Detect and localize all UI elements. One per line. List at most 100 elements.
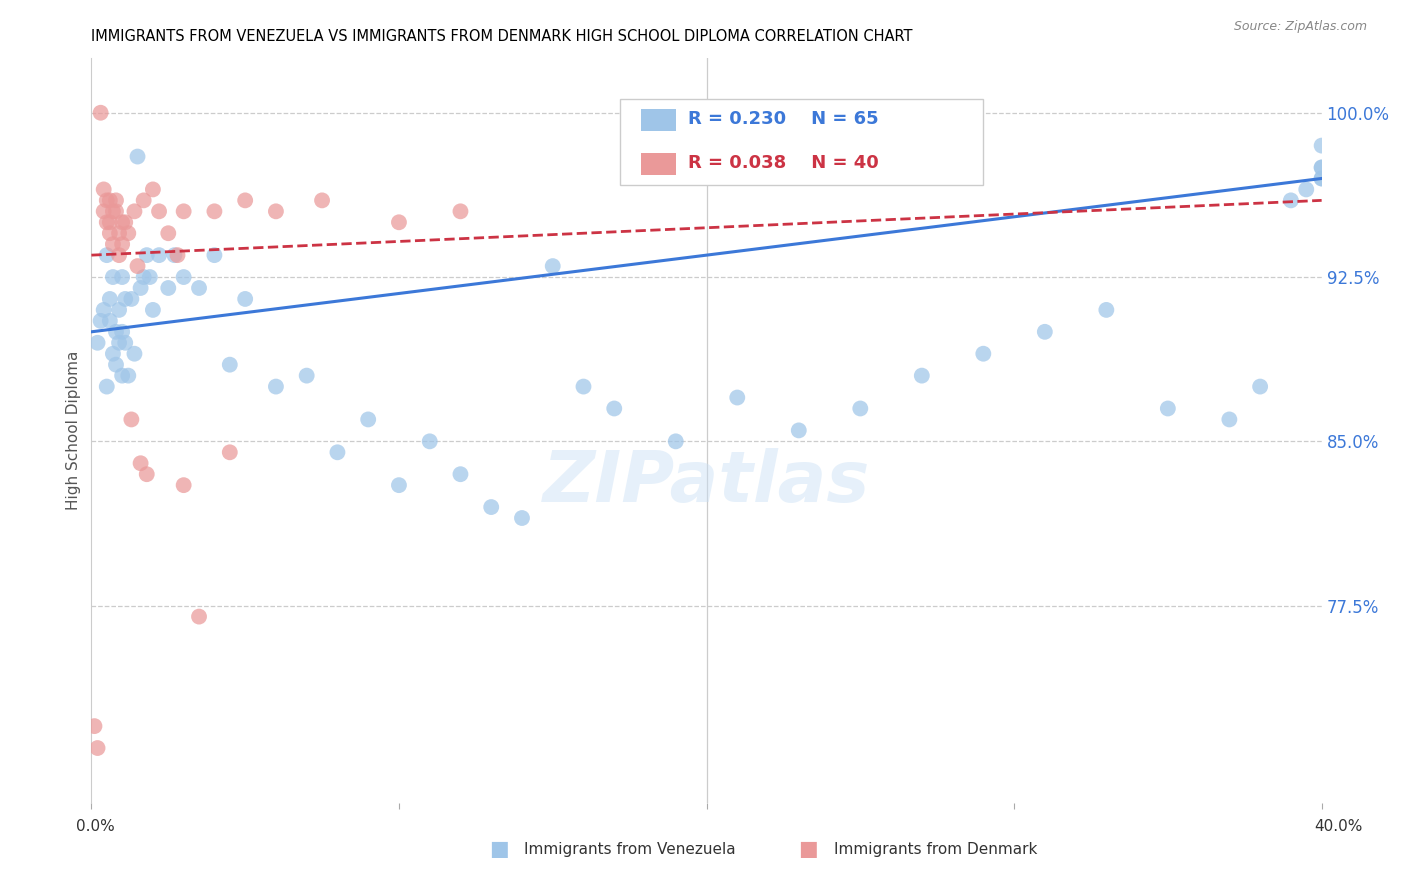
Point [132,194,155,208]
Point [163,248,186,262]
Point [218,445,240,459]
Point [111,237,134,252]
Point [849,401,872,416]
Point [264,204,287,219]
Point [101,347,124,361]
Point [105,194,127,208]
Point [148,248,170,262]
Point [388,215,411,229]
Point [449,467,471,482]
Point [135,467,157,482]
Point [108,226,131,240]
Point [911,368,934,383]
Point [108,302,131,317]
Point [233,194,256,208]
Point [111,270,134,285]
Point [108,335,131,350]
Point [111,368,134,383]
Point [218,358,240,372]
Point [1310,138,1333,153]
Point [173,478,195,492]
Text: 0.0%: 0.0% [76,820,115,834]
Point [98,292,121,306]
Point [1310,161,1333,175]
Text: IMMIGRANTS FROM VENEZUELA VS IMMIGRANTS FROM DENMARK HIGH SCHOOL DIPLOMA CORRELA: IMMIGRANTS FROM VENEZUELA VS IMMIGRANTS … [91,29,912,44]
Text: Immigrants from Denmark: Immigrants from Denmark [834,842,1038,856]
Point [188,609,211,624]
Point [101,270,124,285]
Point [127,259,149,273]
Point [101,237,124,252]
Point [105,204,127,219]
Point [1033,325,1056,339]
Bar [641,153,676,175]
Point [1295,182,1317,196]
Point [541,259,564,273]
Point [157,281,180,295]
Point [98,314,121,328]
Point [479,500,502,514]
Y-axis label: High School Diploma: High School Diploma [66,351,82,510]
Point [93,204,115,219]
Point [120,292,142,306]
Point [127,150,149,164]
Text: ■: ■ [799,839,818,859]
Point [725,391,748,405]
Point [93,182,115,196]
Point [86,335,108,350]
Point [96,194,118,208]
Text: ■: ■ [489,839,509,859]
Point [357,412,380,426]
Point [114,215,136,229]
Point [111,325,134,339]
Point [603,401,626,416]
Bar [641,109,676,131]
Point [449,204,471,219]
Text: ZIPatlas: ZIPatlas [543,448,870,517]
Point [173,204,195,219]
Point [419,434,441,449]
Point [264,379,287,393]
Point [166,248,188,262]
Point [132,270,155,285]
Text: 40.0%: 40.0% [1315,820,1362,834]
Point [96,248,118,262]
Point [98,194,121,208]
Point [1249,379,1271,393]
Point [326,445,349,459]
Point [311,194,333,208]
Point [173,270,195,285]
Point [233,292,256,306]
Point [114,335,136,350]
FancyBboxPatch shape [620,99,983,185]
Point [124,347,146,361]
Point [96,379,118,393]
Point [96,215,118,229]
Point [665,434,688,449]
Point [105,358,127,372]
Point [129,456,152,470]
Point [148,204,170,219]
Point [101,204,124,219]
Text: Source: ZipAtlas.com: Source: ZipAtlas.com [1233,20,1367,33]
Point [572,379,595,393]
Point [1310,171,1333,186]
Point [93,302,115,317]
Point [98,226,121,240]
Point [202,204,225,219]
Point [83,719,105,733]
Point [120,412,142,426]
Point [108,248,131,262]
Text: R = 0.230    N = 65: R = 0.230 N = 65 [688,110,879,128]
Point [98,215,121,229]
Point [135,248,157,262]
Point [1157,401,1180,416]
Point [787,424,810,438]
Point [202,248,225,262]
Point [295,368,318,383]
Point [972,347,994,361]
Point [1310,171,1333,186]
Point [1279,194,1302,208]
Point [142,182,165,196]
Point [142,302,165,317]
